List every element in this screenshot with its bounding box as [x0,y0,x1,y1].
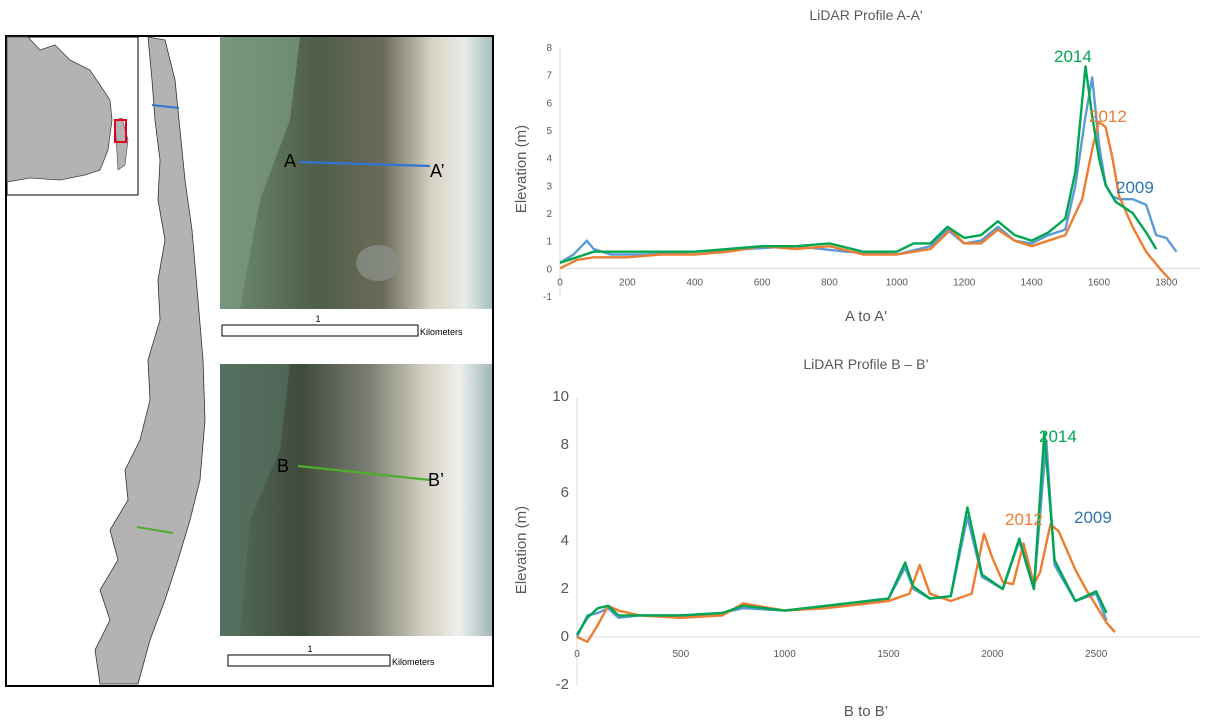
y-tick-label: 6 [546,98,552,109]
barrier-island-shape [94,36,206,685]
y-tick-label: 2 [546,209,552,220]
y-tick-label: 5 [546,126,552,137]
x-tick-label: 1800 [1155,277,1178,288]
x-tick-label: 1000 [774,649,797,660]
mainland-shape [6,36,113,183]
chart-a-annotation-2012: 2012 [1089,107,1127,126]
y-tick-label: 2 [561,580,569,597]
x-tick-label: 1500 [877,649,900,660]
aerial-photo-b: B B’ [220,364,492,636]
series-line-2014 [559,65,1158,264]
series-line-2009 [575,439,1108,638]
y-tick-label: 4 [546,154,552,165]
y-tick-label: 8 [561,436,569,453]
chart-a-axes: -1 0 1 2 3 4 5 6 7 8 0 200 400 600 800 1000 1200 1400 1600… [543,43,1200,303]
scalebar-b: 1 Kilometers [227,644,435,667]
chart-b-title: LiDAR Profile B – B’ [803,356,928,372]
scalebar-b-unit: Kilometers [392,657,435,667]
scalebar-a-value: 1 [315,314,320,324]
chart-a-annotations: 2014 2012 2009 [1054,47,1154,197]
x-tick-label: 600 [754,277,771,288]
y-tick-label: 7 [546,71,552,82]
chart-a-xlabel: A to A' [845,308,887,325]
x-tick-label: 1200 [953,277,976,288]
chart-a-annotation-2014: 2014 [1054,47,1092,66]
x-tick-label: 0 [557,277,563,288]
label-a: A [284,151,296,171]
y-tick-label: 8 [546,43,552,54]
x-tick-label: 1400 [1020,277,1043,288]
chart-a-annotation-2009: 2009 [1116,178,1154,197]
chart-b-xlabel: B to B’ [844,703,888,720]
y-tick-label: -2 [556,676,569,693]
chart-b-annotation-2009: 2009 [1074,508,1112,527]
chart-profile-a: LiDAR Profile A-A' A to A' Elevation (m)… [513,7,1200,325]
chart-b-axes: -2 0 2 4 6 8 10 0 500 1000 1500 2000 2500 [552,388,1200,693]
y-tick-label: 10 [552,388,569,405]
transect-b-line [297,464,431,482]
x-tick-label: 2000 [981,649,1004,660]
chart-profile-b: LiDAR Profile B – B’ B to B’ Elevation (… [513,356,1200,720]
transect-a-line [299,160,431,168]
chart-a-title: LiDAR Profile A-A' [809,7,922,23]
x-tick-label: 200 [619,277,636,288]
chart-b-series [575,431,1116,643]
locator-box [114,119,127,143]
label-b: B [277,456,289,476]
peninsula-shape [114,117,129,171]
x-tick-label: 800 [821,277,838,288]
chart-b-annotation-2012: 2012 [1005,510,1043,529]
y-tick-label: -1 [543,292,552,303]
label-b-prime: B’ [428,470,444,490]
chart-b-ylabel: Elevation (m) [513,506,530,594]
y-tick-label: 6 [561,484,569,501]
chart-b-annotations: 2014 2012 2009 [1005,427,1112,529]
y-tick-label: 1 [546,237,552,248]
chart-a-ylabel: Elevation (m) [513,125,530,213]
transect-a-marker [151,104,180,109]
transect-b-marker [136,526,174,534]
y-tick-label: 4 [561,532,569,549]
x-tick-label: 1000 [886,277,909,288]
x-tick-label: 500 [672,649,689,660]
scalebar-a: 1 Kilometers [221,314,463,337]
series-line-2014 [575,431,1108,636]
chart-b-annotation-2014: 2014 [1039,427,1077,446]
label-a-prime: A’ [430,161,445,181]
x-tick-label: 400 [686,277,703,288]
series-line-2009 [559,76,1178,264]
y-tick-label: 3 [546,181,552,192]
x-tick-label: 2500 [1085,649,1108,660]
x-tick-label: 1600 [1088,277,1111,288]
aerial-photo-a: A A’ [220,37,492,309]
chart-a-series [559,65,1178,281]
x-tick-label: 0 [574,649,580,660]
map-panel: A A’ 1 Kilometers B B’ 1 Kilometers [5,35,494,687]
y-tick-label: 0 [546,264,552,275]
series-line-2012 [559,120,1171,281]
y-tick-label: 0 [561,628,569,645]
scalebar-a-unit: Kilometers [420,327,463,337]
scalebar-b-value: 1 [307,644,312,654]
locator-inset-map [6,36,139,196]
